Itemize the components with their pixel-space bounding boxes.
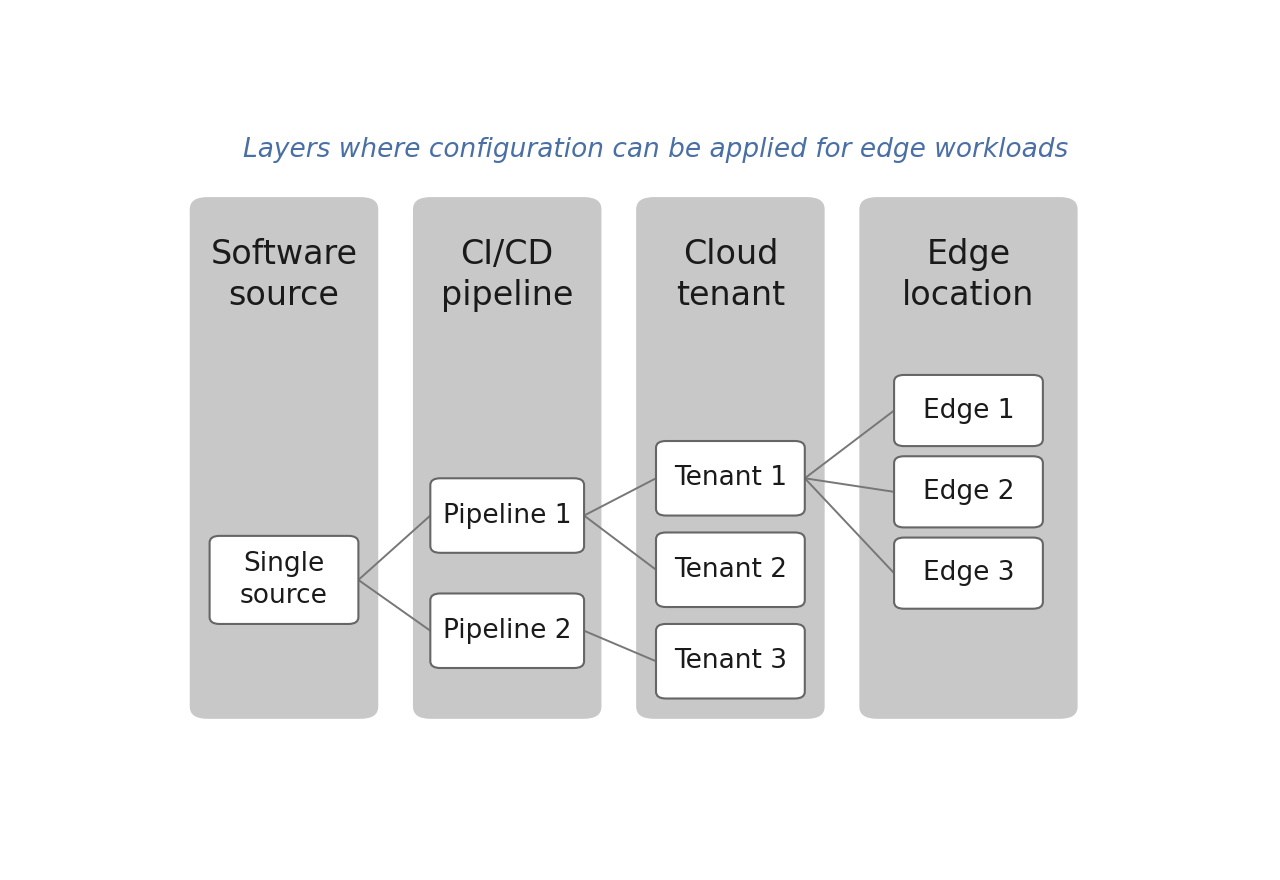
FancyBboxPatch shape (430, 478, 584, 553)
FancyBboxPatch shape (895, 538, 1043, 609)
Text: Edge 3: Edge 3 (923, 561, 1014, 586)
Text: Tenant 3: Tenant 3 (673, 649, 787, 674)
FancyBboxPatch shape (430, 593, 584, 668)
FancyBboxPatch shape (655, 624, 805, 699)
Text: Pipeline 2: Pipeline 2 (443, 618, 571, 644)
Text: Edge 1: Edge 1 (923, 398, 1014, 423)
Text: Edge
location: Edge location (902, 238, 1034, 312)
Text: Pipeline 1: Pipeline 1 (443, 502, 571, 529)
Text: Tenant 2: Tenant 2 (673, 557, 787, 583)
FancyBboxPatch shape (859, 197, 1078, 719)
Text: CI/CD
pipeline: CI/CD pipeline (442, 238, 573, 312)
FancyBboxPatch shape (636, 197, 824, 719)
Text: Layers where configuration can be applied for edge workloads: Layers where configuration can be applie… (243, 136, 1069, 163)
Text: Single
source: Single source (241, 551, 328, 609)
Text: Edge 2: Edge 2 (923, 479, 1014, 505)
FancyBboxPatch shape (895, 456, 1043, 527)
FancyBboxPatch shape (413, 197, 602, 719)
Text: Cloud
tenant: Cloud tenant (676, 238, 785, 312)
Text: Tenant 1: Tenant 1 (673, 466, 787, 491)
FancyBboxPatch shape (655, 441, 805, 516)
Text: Software
source: Software source (210, 238, 357, 312)
FancyBboxPatch shape (895, 375, 1043, 446)
FancyBboxPatch shape (655, 532, 805, 607)
FancyBboxPatch shape (210, 536, 358, 624)
FancyBboxPatch shape (189, 197, 379, 719)
